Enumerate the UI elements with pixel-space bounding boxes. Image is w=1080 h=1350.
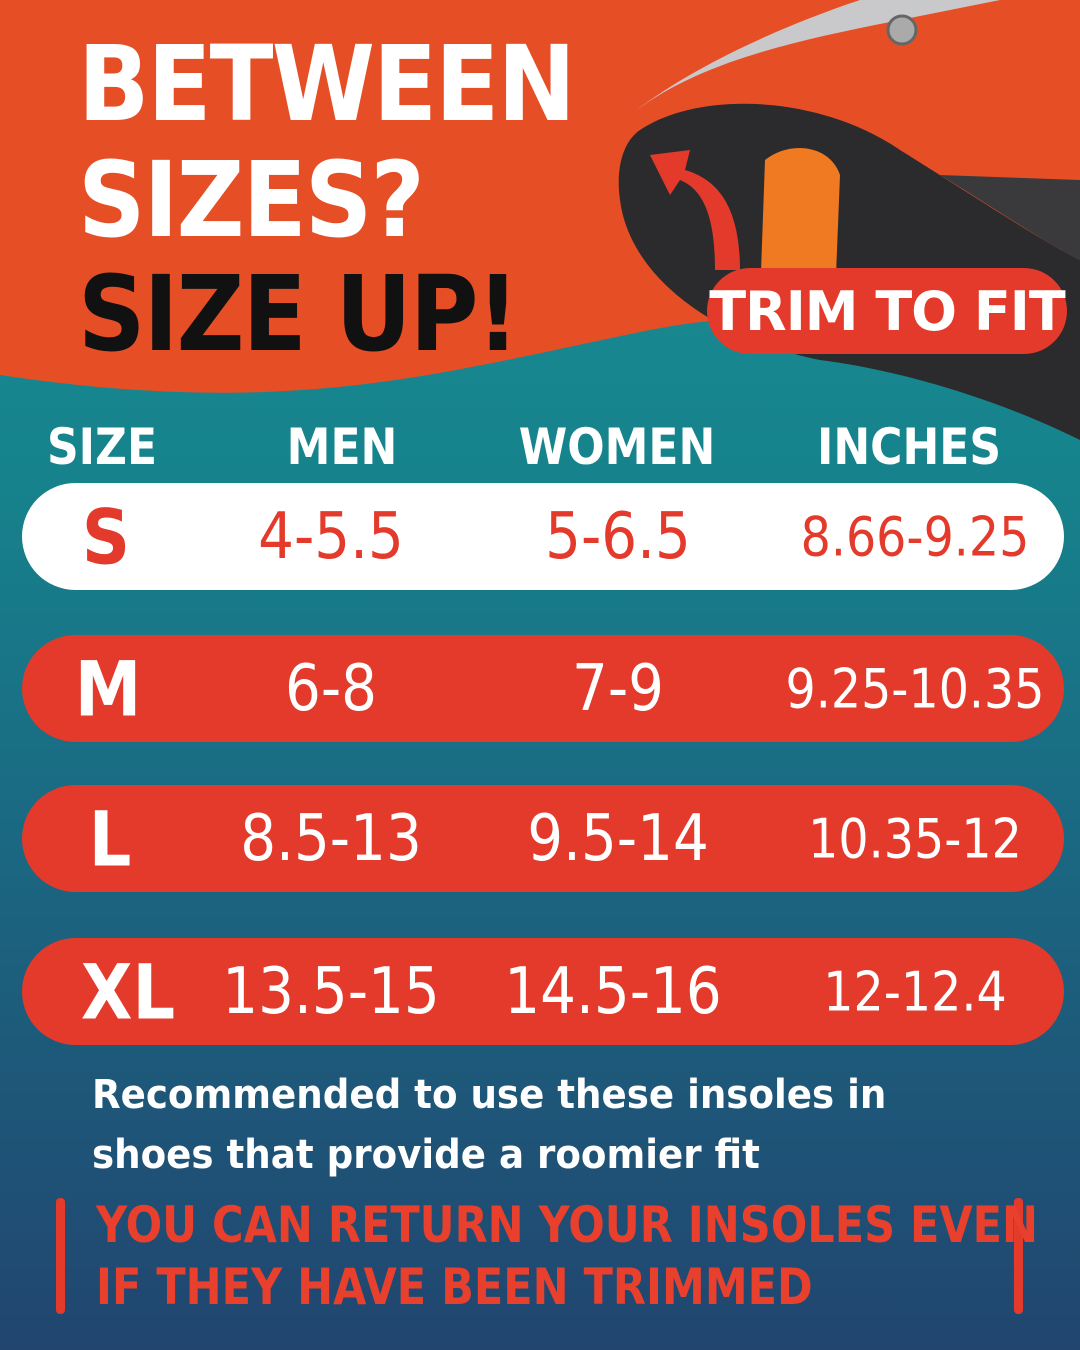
inches-cell: 10.35-12 [808, 807, 1022, 870]
men-cell: 6-8 [285, 651, 377, 726]
men-cell: 13.5-15 [222, 954, 440, 1029]
right-accent-bar [1014, 1198, 1023, 1314]
men-cell: 8.5-13 [240, 801, 422, 876]
size-cell: XL [80, 947, 176, 1036]
women-cell: 5-6.5 [545, 499, 691, 574]
inches-cell: 9.25-10.35 [785, 657, 1045, 720]
insole-orange-pad [760, 148, 840, 300]
fit-recommendation: Recommended to use these insoles in shoe… [92, 1072, 887, 1178]
trim-to-fit-badge: TRIM TO FIT [707, 268, 1067, 354]
size-row-l: L 8.5-13 9.5-14 10.35-12 [22, 785, 1064, 892]
return-policy: YOU CAN RETURN YOUR INSOLES EVEN IF THEY… [96, 1194, 1042, 1318]
women-cell: 9.5-14 [527, 801, 709, 876]
inches-cell: 12-12.4 [823, 960, 1007, 1023]
size-row-m: M 6-8 7-9 9.25-10.35 [22, 635, 1064, 742]
size-row-xl: XL 13.5-15 14.5-16 12-12.4 [22, 938, 1064, 1045]
women-cell: 14.5-16 [504, 954, 722, 1029]
scissors [630, 0, 1000, 115]
size-cell: M [74, 644, 142, 733]
women-cell: 7-9 [572, 651, 664, 726]
men-cell: 4-5.5 [258, 499, 404, 574]
headline-line3: SIZE UP! [78, 253, 519, 375]
inches-cell: 8.66-9.25 [800, 505, 1030, 568]
size-row-s: S 4-5.5 5-6.5 8.66-9.25 [22, 483, 1064, 590]
headline-line2: SIZES? [78, 139, 425, 261]
header-inches: INCHES [816, 418, 1002, 476]
size-cell: L [88, 794, 132, 883]
header-women: WOMEN [518, 418, 716, 476]
return-policy-line1: YOU CAN RETURN YOUR INSOLES EVEN [96, 1196, 1039, 1254]
return-policy-line2: IF THEY HAVE BEEN TRIMMED [96, 1258, 813, 1316]
size-cell: S [81, 492, 131, 581]
header-men: MEN [286, 418, 398, 476]
headline-line1: BETWEEN [78, 23, 576, 145]
trim-arrow-icon [650, 150, 740, 270]
left-accent-bar [56, 1198, 65, 1314]
header-size: SIZE [46, 418, 158, 476]
